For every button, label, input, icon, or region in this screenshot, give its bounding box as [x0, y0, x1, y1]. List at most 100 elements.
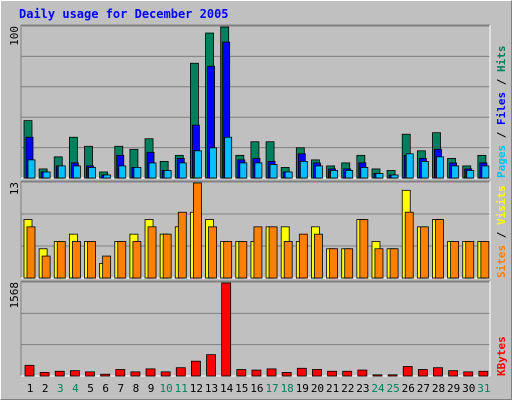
x-tick-label: 13 — [205, 382, 218, 395]
panel-middle-ymax-label: 13 — [8, 182, 21, 195]
bar-pages — [118, 165, 127, 179]
panel-middle-legend-label: Sites / Visits — [495, 185, 508, 278]
legend-label-part: Hits — [495, 46, 508, 73]
bar-pages — [178, 162, 187, 179]
bar-pages — [209, 147, 217, 179]
bar-pages — [133, 167, 142, 179]
bar-pages — [103, 174, 112, 179]
bar-sites — [359, 219, 369, 279]
bar-sites — [102, 255, 112, 279]
x-tick-label: 22 — [341, 382, 354, 395]
bar-kbytes — [417, 369, 428, 377]
x-tick-label: 7 — [117, 382, 124, 395]
bar-pages — [163, 170, 172, 179]
bar-kbytes — [115, 369, 126, 377]
legend-label-part: Pages — [495, 145, 508, 178]
bar-kbytes — [266, 368, 277, 377]
bar-kbytes — [130, 371, 141, 377]
bar-kbytes — [327, 370, 337, 377]
bar-pages — [451, 165, 460, 179]
bar-pages — [194, 150, 202, 179]
bar-sites — [117, 241, 127, 279]
bar-kbytes — [357, 369, 368, 377]
x-tick-label: 20 — [311, 382, 324, 395]
panel-bottom-legend-label: KBytes — [495, 336, 508, 376]
x-tick-label: 9 — [148, 382, 155, 395]
panel-bottom-ymax-label: 1568 — [8, 282, 21, 309]
bar-sites — [147, 226, 157, 279]
x-tick-label: 2 — [42, 382, 49, 395]
legend-label-part: Sites — [495, 245, 508, 278]
bar-sites — [298, 233, 308, 279]
bar-sites — [41, 255, 51, 279]
x-tick-label: 26 — [402, 382, 415, 395]
x-tick-label: 5 — [87, 382, 94, 395]
bar-sites — [223, 241, 233, 279]
bar-pages — [72, 165, 81, 179]
x-tick-label: 15 — [235, 382, 248, 395]
x-tick-label: 14 — [220, 382, 234, 395]
bar-sites — [71, 241, 81, 279]
bar-pages — [148, 162, 157, 179]
bar-pages — [390, 174, 399, 179]
bar-kbytes — [433, 367, 443, 377]
bar-kbytes — [463, 371, 474, 377]
bar-pages — [299, 160, 308, 179]
bar-kbytes — [312, 369, 322, 377]
bar-kbytes — [54, 370, 65, 377]
bar-kbytes — [221, 282, 232, 377]
bar-pages — [284, 171, 293, 179]
x-tick-label: 4 — [72, 382, 79, 395]
bar-kbytes — [191, 360, 201, 377]
bar-kbytes — [100, 373, 111, 377]
bar-sites — [283, 241, 293, 279]
bar-sites — [389, 248, 399, 279]
legend-label-part: / — [495, 225, 508, 245]
bar-sites — [404, 211, 414, 279]
x-tick-label: 1 — [27, 382, 34, 395]
bar-kbytes — [342, 370, 353, 377]
bar-pages — [88, 167, 96, 179]
bar-sites — [344, 248, 354, 279]
bar-pages — [42, 171, 51, 179]
bar-sites — [435, 219, 444, 279]
bar-sites — [480, 241, 490, 279]
bar-pages — [405, 153, 414, 179]
x-tick-label: 30 — [462, 382, 475, 395]
bar-sites — [26, 226, 36, 279]
bar-kbytes — [206, 354, 216, 377]
bar-pages — [239, 162, 248, 179]
bar-pages — [330, 170, 338, 179]
bar-pages — [481, 165, 490, 179]
bar-kbytes — [372, 374, 383, 377]
bar-kbytes — [251, 369, 262, 377]
bar-sites — [193, 182, 202, 279]
bar-sites — [329, 248, 338, 279]
bar-sites — [314, 233, 323, 279]
x-tick-label: 27 — [417, 382, 430, 395]
legend-label-part: KBytes — [495, 336, 508, 376]
x-tick-label: 31 — [477, 382, 490, 395]
bar-pages — [360, 167, 369, 179]
bar-sites — [253, 226, 263, 279]
bar-kbytes — [145, 368, 156, 377]
x-tick-label: 6 — [102, 382, 109, 395]
bar-kbytes — [39, 372, 50, 377]
bar-sites — [374, 248, 384, 279]
bar-kbytes — [448, 370, 459, 377]
bar-kbytes — [175, 367, 186, 377]
panel-bottom-area — [21, 281, 490, 376]
x-tick-label: 16 — [250, 382, 263, 395]
bar-sites — [238, 241, 248, 279]
bar-kbytes — [236, 369, 247, 377]
bar-sites — [419, 226, 429, 279]
bar-pages — [345, 170, 354, 179]
x-tick-label: 3 — [57, 382, 64, 395]
x-tick-label: 17 — [265, 382, 278, 395]
x-tick-label: 10 — [160, 382, 173, 395]
bar-sites — [177, 211, 187, 279]
x-tick-label: 8 — [133, 382, 140, 395]
x-tick-label: 11 — [175, 382, 188, 395]
x-tick-label: 19 — [296, 382, 309, 395]
